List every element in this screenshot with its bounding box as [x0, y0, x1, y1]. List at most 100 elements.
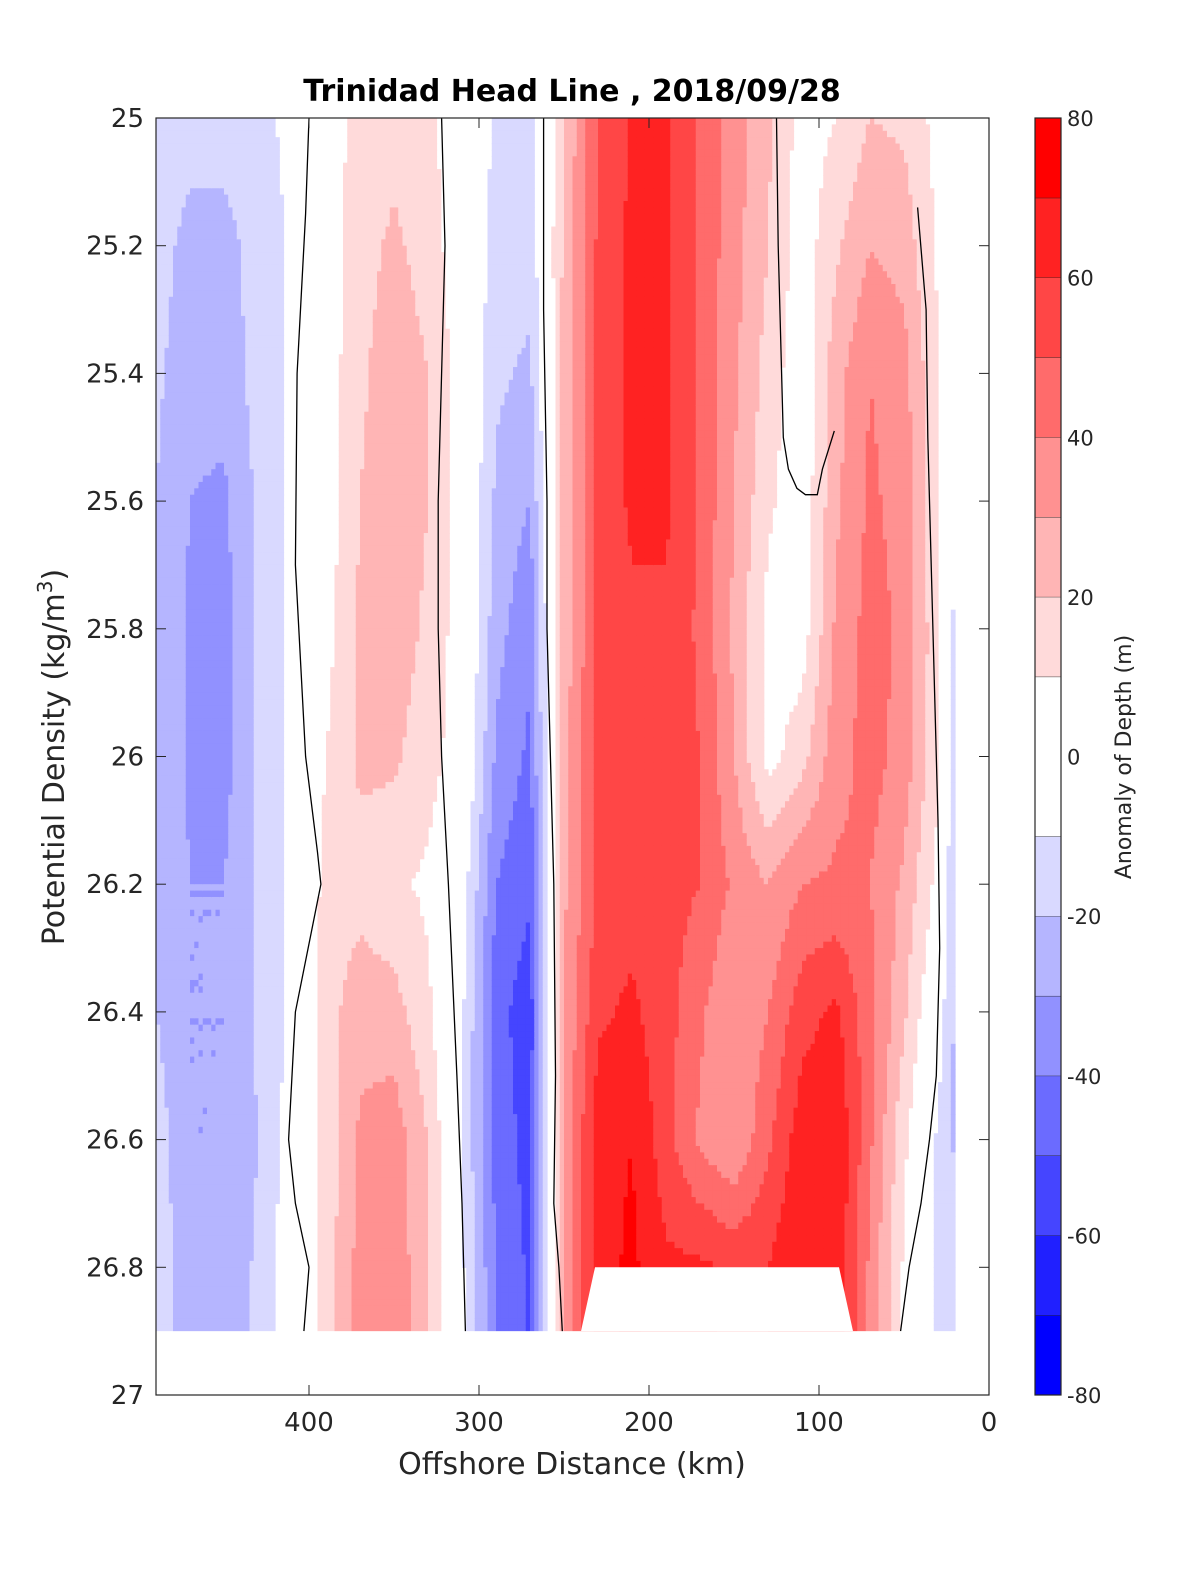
contour-cell: [211, 1011, 217, 1019]
contour-cell: [215, 916, 221, 924]
contour-cell: [236, 852, 242, 860]
contour-cell: [215, 367, 221, 375]
contour-cell: [211, 367, 217, 375]
contour-cell: [181, 877, 187, 885]
contour-cell: [253, 481, 259, 489]
contour-cell: [198, 865, 204, 873]
contour-cell: [160, 1209, 166, 1217]
contour-cell: [219, 756, 225, 764]
contour-cell: [232, 839, 238, 847]
contour-cell: [266, 258, 272, 266]
contour-cell: [232, 788, 238, 796]
contour-cell: [198, 973, 204, 981]
contour-cell: [181, 692, 187, 700]
contour-cell: [164, 137, 170, 145]
contour-cell: [156, 928, 161, 936]
contour-cell: [207, 571, 212, 579]
contour-cell: [202, 175, 208, 183]
contour-cell: [232, 871, 238, 879]
contour-cell: [194, 692, 200, 700]
contour-cell: [215, 507, 221, 515]
contour-cell: [173, 501, 178, 509]
contour-cell: [194, 1101, 200, 1109]
contour-cell: [228, 769, 234, 777]
contour-cell: [249, 769, 255, 777]
contour-cell: [168, 1050, 174, 1058]
contour-cell: [258, 373, 263, 381]
contour-cell: [228, 686, 234, 694]
contour-cell: [215, 992, 221, 1000]
contour-cell: [262, 743, 268, 751]
contour-cell: [228, 622, 234, 630]
contour-cell: [253, 277, 259, 285]
contour-cell: [164, 226, 170, 234]
contour-cell: [224, 220, 229, 228]
contour-cell: [241, 986, 246, 994]
contour-cell: [219, 501, 225, 509]
contour-cell: [219, 1082, 225, 1090]
contour-cell: [245, 1292, 251, 1300]
contour-cell: [224, 1075, 229, 1083]
contour-cell: [173, 398, 178, 406]
contour-cell: [253, 775, 259, 783]
contour-cell: [253, 896, 259, 904]
contour-cell: [232, 296, 238, 304]
contour-cell: [219, 169, 225, 177]
contour-cell: [177, 813, 183, 821]
contour-cell: [215, 354, 221, 362]
contour-cell: [185, 762, 191, 770]
contour-cell: [245, 1318, 251, 1326]
contour-cell: [168, 488, 174, 496]
contour-cell: [160, 564, 166, 572]
contour-cell: [207, 852, 212, 860]
contour-cell: [232, 1133, 238, 1141]
contour-cell: [211, 194, 217, 202]
contour-cell: [185, 909, 191, 917]
contour-cell: [190, 852, 195, 860]
contour-cell: [173, 756, 178, 764]
contour-cell: [249, 1165, 255, 1173]
contour-cell: [160, 558, 166, 566]
contour-cell: [215, 118, 221, 125]
contour-cell: [228, 118, 234, 125]
contour-cell: [181, 545, 187, 553]
contour-cell: [232, 488, 238, 496]
contour-cell: [219, 1273, 225, 1281]
contour-cell: [198, 999, 204, 1007]
contour-cell: [207, 481, 212, 489]
contour-cell: [177, 564, 183, 572]
contour-cell: [164, 877, 170, 885]
contour-cell: [232, 526, 238, 534]
contour-cell: [249, 813, 255, 821]
contour-cell: [198, 1177, 204, 1185]
contour-cell: [236, 290, 242, 298]
contour-cell: [160, 539, 166, 547]
contour-cell: [258, 1190, 263, 1198]
contour-cell: [190, 232, 195, 240]
contour-cell: [181, 743, 187, 751]
contour-cell: [258, 730, 263, 738]
contour-cell: [224, 303, 229, 311]
contour-cell: [173, 258, 178, 266]
contour-cell: [236, 884, 242, 892]
contour-cell: [245, 877, 251, 885]
contour-cell: [245, 730, 251, 738]
contour-cell: [228, 430, 234, 438]
contour-cell: [224, 1280, 229, 1288]
contour-cell: [173, 392, 178, 400]
contour-cell: [215, 437, 221, 445]
contour-cell: [236, 628, 242, 636]
contour-cell: [160, 430, 166, 438]
contour-cell: [241, 833, 246, 841]
contour-cell: [262, 577, 268, 585]
contour-cell: [249, 367, 255, 375]
contour-cell: [241, 1203, 246, 1211]
contour-cell: [190, 488, 195, 496]
contour-cell: [236, 277, 242, 285]
contour-cell: [241, 271, 246, 279]
contour-cell: [164, 654, 170, 662]
contour-cell: [190, 577, 195, 585]
contour-cell: [236, 1324, 242, 1332]
contour-cell: [177, 1203, 183, 1211]
contour-cell: [241, 992, 246, 1000]
